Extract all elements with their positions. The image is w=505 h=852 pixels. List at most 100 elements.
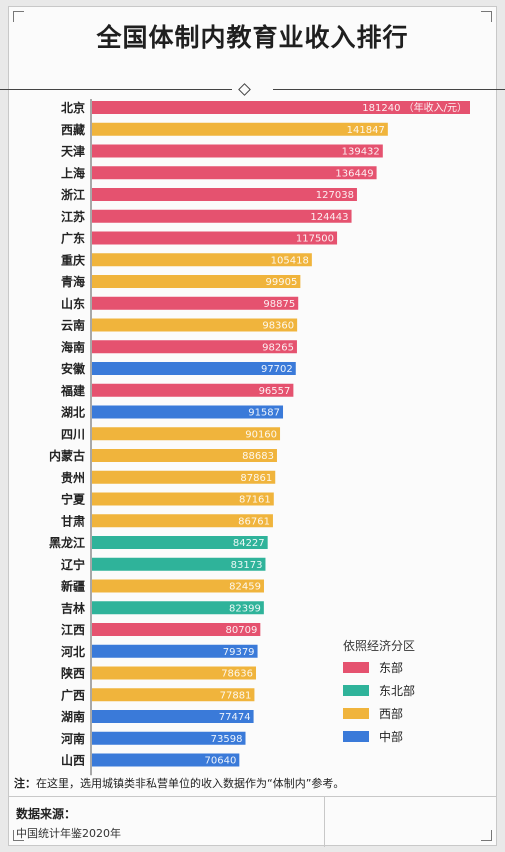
corner-mark bbox=[481, 830, 492, 841]
category-label: 内蒙古 bbox=[49, 448, 85, 463]
category-label: 河北 bbox=[60, 644, 85, 659]
bar bbox=[92, 144, 383, 158]
source-separator bbox=[324, 797, 325, 847]
bar bbox=[92, 405, 284, 419]
corner-mark bbox=[13, 11, 24, 22]
bar bbox=[92, 731, 246, 745]
category-label: 北京 bbox=[61, 100, 85, 115]
bar bbox=[92, 601, 264, 615]
source-box: 数据来源： 中国统计年鉴2020年 bbox=[8, 796, 497, 847]
corner-mark bbox=[481, 11, 492, 22]
category-label: 江苏 bbox=[61, 209, 85, 224]
category-label: 江西 bbox=[61, 622, 85, 637]
data-label: 105418 bbox=[271, 255, 309, 266]
data-label: 139432 bbox=[342, 147, 380, 158]
bar bbox=[92, 296, 299, 310]
category-label: 广西 bbox=[61, 687, 85, 702]
data-label: 98265 bbox=[262, 342, 294, 353]
bar bbox=[92, 579, 264, 593]
bar bbox=[92, 318, 298, 332]
category-label: 宁夏 bbox=[61, 492, 86, 507]
category-label: 安徽 bbox=[61, 361, 86, 376]
category-label: 广东 bbox=[61, 231, 85, 246]
category-label: 山西 bbox=[61, 753, 85, 768]
legend-label: 东北部 bbox=[379, 683, 415, 698]
bar bbox=[92, 166, 377, 180]
category-label: 山东 bbox=[61, 296, 85, 311]
data-label: 99905 bbox=[266, 277, 298, 288]
data-label: 141847 bbox=[347, 125, 385, 136]
chart-title: 全国体制内教育业收入排行 bbox=[96, 23, 409, 52]
data-label: 82459 bbox=[229, 582, 261, 593]
data-label: 97702 bbox=[261, 364, 293, 375]
category-label: 黑龙江 bbox=[49, 535, 85, 550]
legend-title: 依照经济分区 bbox=[343, 638, 415, 653]
legend-swatch bbox=[343, 662, 369, 673]
category-label: 贵州 bbox=[61, 470, 85, 485]
bar bbox=[92, 188, 357, 201]
data-label: 124443 bbox=[310, 212, 348, 223]
category-label: 青海 bbox=[61, 274, 85, 289]
data-label: 79379 bbox=[223, 647, 255, 658]
category-label: 辽宁 bbox=[61, 557, 85, 572]
bar bbox=[92, 492, 274, 506]
data-label: 80709 bbox=[226, 625, 258, 636]
legend-label: 东部 bbox=[379, 660, 403, 675]
corner-mark bbox=[13, 830, 24, 841]
bar bbox=[92, 557, 266, 571]
data-label: 136449 bbox=[335, 168, 373, 179]
legend-label: 中部 bbox=[379, 729, 403, 744]
data-label: 70640 bbox=[205, 756, 237, 767]
bar bbox=[92, 449, 277, 462]
category-label: 上海 bbox=[61, 165, 85, 180]
category-label: 重庆 bbox=[61, 252, 85, 267]
category-label: 甘肃 bbox=[61, 513, 85, 528]
data-label: 83173 bbox=[231, 560, 263, 571]
category-label: 福建 bbox=[60, 383, 86, 398]
bar bbox=[92, 253, 312, 267]
legend-swatch bbox=[343, 731, 369, 742]
footnote-text: 在这里，选用城镇类非私营单位的收入数据作为“体制内”参考。 bbox=[36, 777, 345, 790]
bar bbox=[92, 340, 297, 354]
data-label: 96557 bbox=[259, 386, 291, 397]
bar bbox=[92, 514, 273, 528]
data-label: 77881 bbox=[220, 690, 252, 701]
data-label: 87861 bbox=[240, 473, 272, 484]
title-divider bbox=[0, 83, 505, 96]
data-label: 117500 bbox=[296, 234, 334, 245]
legend-swatch bbox=[343, 685, 369, 696]
category-label: 云南 bbox=[61, 318, 85, 333]
bar bbox=[92, 470, 276, 484]
divider-line bbox=[273, 89, 505, 90]
data-label: 88683 bbox=[242, 451, 274, 462]
bar bbox=[92, 623, 261, 636]
source-text: 中国统计年鉴2020年 bbox=[16, 827, 121, 840]
category-label: 四川 bbox=[61, 427, 85, 441]
bar bbox=[92, 688, 255, 702]
data-label: 98875 bbox=[263, 299, 295, 310]
data-label: 90160 bbox=[245, 429, 277, 440]
data-label: 77474 bbox=[219, 712, 251, 723]
legend-swatch bbox=[343, 708, 369, 719]
bar bbox=[92, 101, 470, 114]
data-label: 73598 bbox=[211, 734, 243, 745]
bar bbox=[92, 666, 257, 680]
data-label: 82399 bbox=[229, 603, 261, 614]
category-label: 西藏 bbox=[61, 122, 85, 137]
data-label: 78636 bbox=[221, 669, 253, 680]
bar bbox=[92, 536, 268, 549]
category-label: 湖南 bbox=[61, 709, 85, 724]
category-label: 天津 bbox=[61, 144, 85, 159]
data-label: 127038 bbox=[316, 190, 354, 201]
bar bbox=[92, 753, 240, 767]
bar bbox=[92, 362, 296, 375]
bar bbox=[92, 383, 294, 397]
data-label: 86761 bbox=[238, 516, 270, 527]
data-label: 98360 bbox=[262, 321, 294, 332]
category-label: 陕西 bbox=[61, 666, 85, 681]
category-label: 河南 bbox=[60, 731, 85, 746]
category-label: 浙江 bbox=[61, 187, 85, 202]
data-label: 91587 bbox=[248, 408, 280, 419]
category-label: 吉林 bbox=[61, 600, 85, 615]
